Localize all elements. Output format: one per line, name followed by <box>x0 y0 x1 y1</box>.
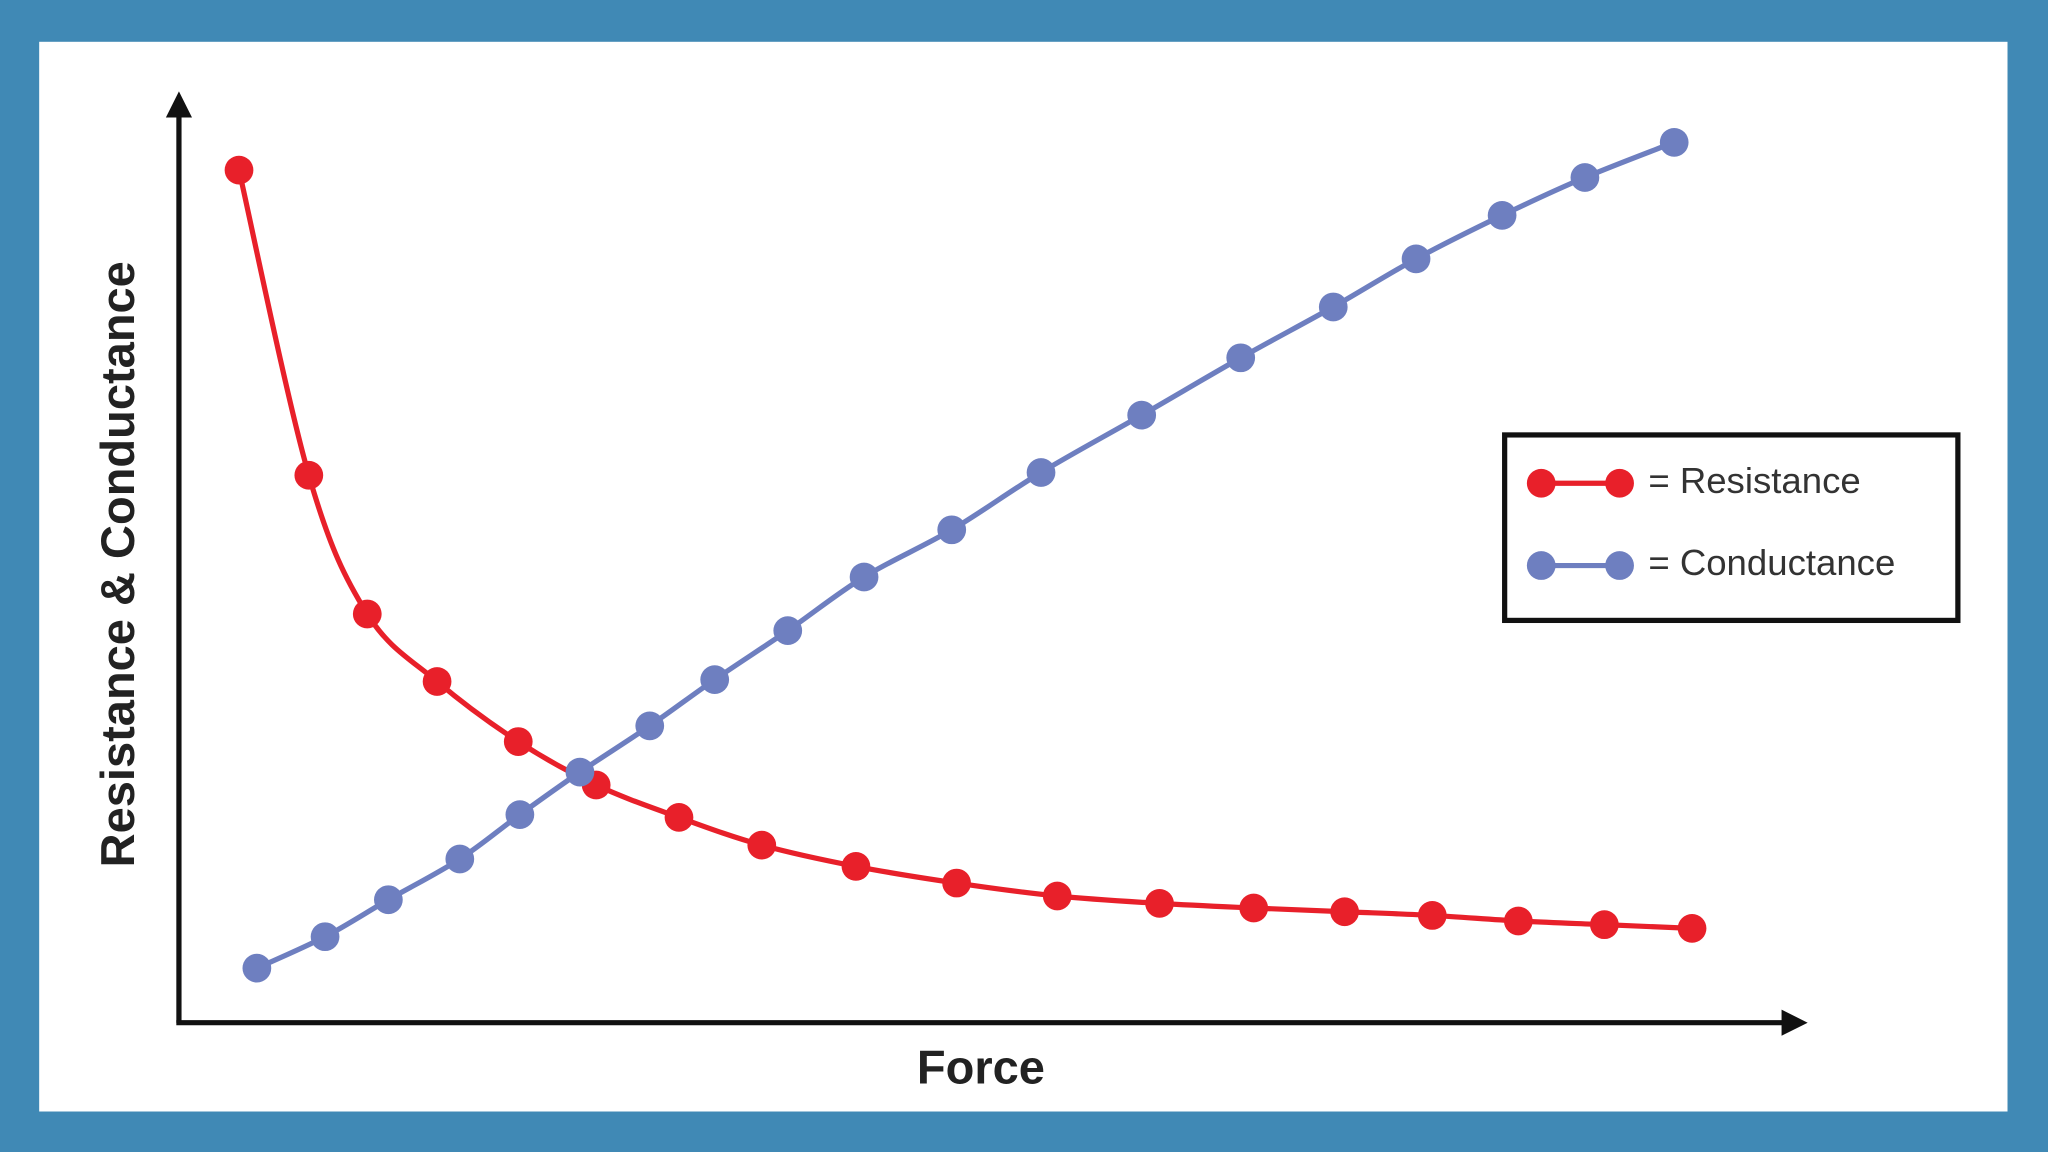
data-point <box>1401 244 1431 274</box>
legend-box <box>1502 432 1961 624</box>
data-point <box>1239 893 1269 923</box>
data-point <box>747 830 777 860</box>
data-point <box>374 885 403 915</box>
data-point <box>937 515 967 545</box>
data-point <box>310 922 340 952</box>
x-axis-label: Force <box>917 1040 1045 1093</box>
data-point <box>700 665 730 694</box>
data-point <box>1127 400 1157 430</box>
legend-dot <box>1605 468 1634 498</box>
data-point <box>635 711 665 741</box>
data-point <box>942 868 971 898</box>
data-point <box>1026 458 1056 487</box>
data-point <box>773 616 803 645</box>
data-point <box>849 562 879 592</box>
legend-label: = Resistance <box>1648 460 1860 501</box>
legend-dot <box>1526 551 1556 580</box>
y-axis-label: Resistance & Conductance <box>91 261 144 867</box>
data-point <box>505 800 535 829</box>
data-point <box>352 599 382 629</box>
data-point <box>1145 889 1174 918</box>
y-axis-arrow <box>165 91 192 118</box>
data-point <box>422 667 452 696</box>
data-point <box>1677 914 1707 943</box>
data-point <box>1330 897 1359 927</box>
data-point <box>1042 881 1072 911</box>
data-point <box>1659 127 1689 157</box>
data-point <box>224 155 254 185</box>
legend-dot <box>1526 468 1556 498</box>
data-point <box>294 460 324 490</box>
legend-label: = Conductance <box>1648 542 1895 583</box>
x-axis-arrow <box>1781 1009 1808 1036</box>
data-point <box>1503 906 1533 936</box>
data-point <box>1570 163 1600 192</box>
data-point <box>1590 910 1619 940</box>
data-point <box>1487 201 1517 230</box>
data-point <box>445 844 475 874</box>
legend-dot <box>1605 551 1634 580</box>
data-point <box>664 803 694 832</box>
data-point <box>242 953 272 983</box>
data-point <box>565 757 595 787</box>
data-point <box>1417 901 1447 930</box>
data-point <box>841 852 871 881</box>
data-point <box>1226 343 1256 373</box>
data-point <box>503 727 533 756</box>
data-point <box>1318 292 1348 322</box>
